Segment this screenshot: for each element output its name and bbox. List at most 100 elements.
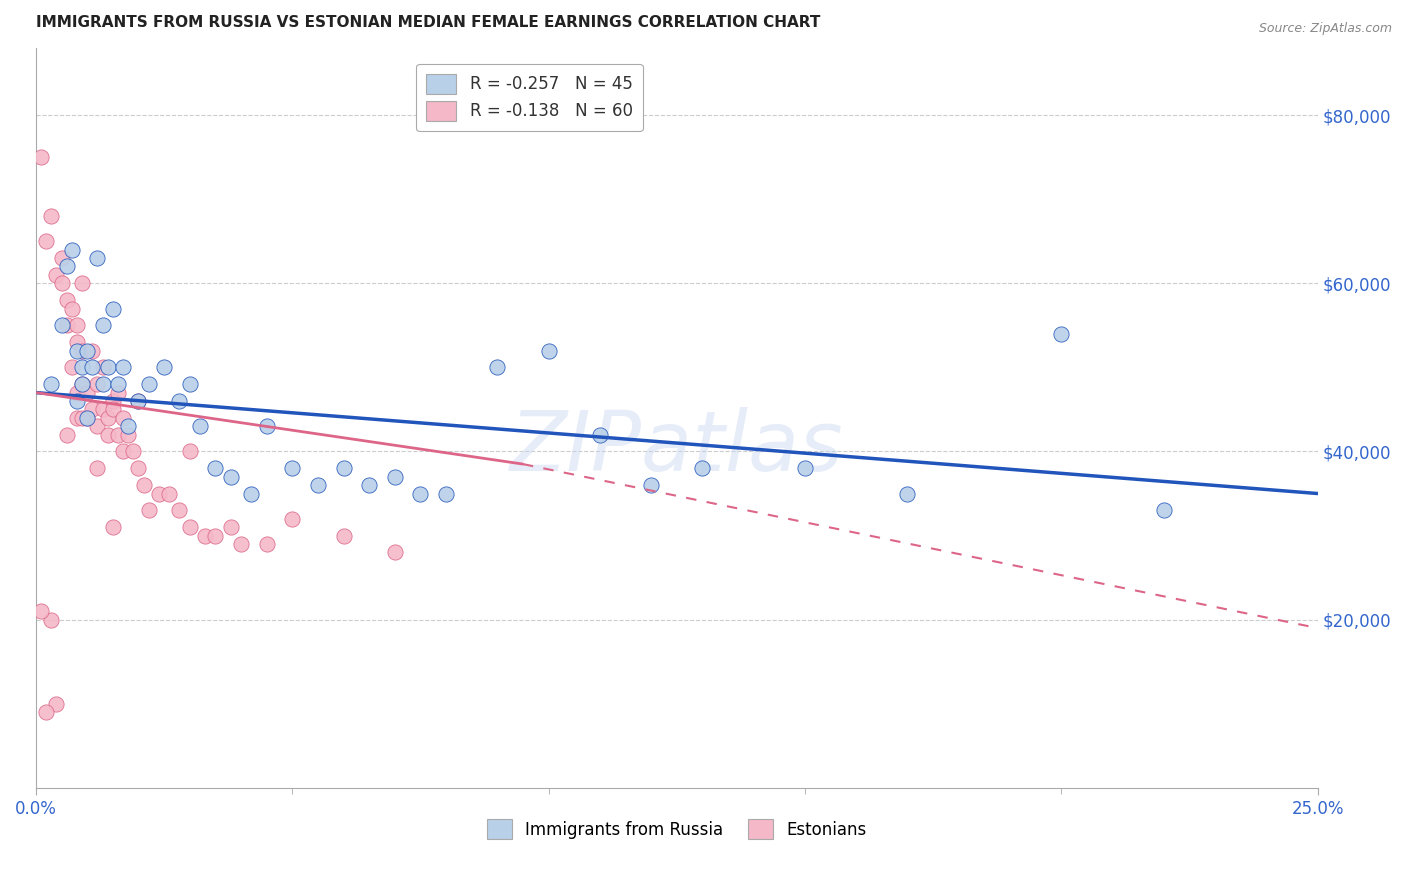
Point [91,318,114,333]
Point [204,528,226,542]
Point [86,461,108,475]
Point [384,469,406,483]
Point [60,243,83,257]
Point [91,402,114,417]
Point [219,520,242,534]
Point [194,528,217,542]
Point [66,343,89,358]
Point [60,360,83,375]
Point [91,360,114,375]
Point [169,394,191,409]
Point [101,402,124,417]
Point [39,209,62,223]
Point [66,394,89,409]
Point [70,377,93,392]
Point [76,410,98,425]
Point [307,478,329,492]
Point [107,427,129,442]
Point [132,478,155,492]
Point [256,419,278,434]
Point [39,613,62,627]
Point [896,486,918,500]
Point [45,268,67,282]
Point [55,260,77,274]
Point [127,394,149,409]
Point [30,604,52,618]
Point [82,402,104,417]
Point [70,410,93,425]
Point [188,419,211,434]
Point [332,461,354,475]
Point [76,343,98,358]
Point [70,377,93,392]
Point [219,469,242,483]
Point [55,293,77,307]
Point [60,301,83,316]
Point [91,377,114,392]
Point [384,545,406,559]
Point [86,377,108,392]
Point [281,461,304,475]
Point [240,486,263,500]
Point [35,234,58,248]
Legend: Immigrants from Russia, Estonians: Immigrants from Russia, Estonians [479,813,873,847]
Point [169,503,191,517]
Point [332,528,354,542]
Point [122,444,145,458]
Point [76,410,98,425]
Point [101,301,124,316]
Point [112,360,135,375]
Point [70,277,93,291]
Point [157,486,180,500]
Point [138,377,160,392]
Point [66,335,89,350]
Point [153,360,176,375]
Point [138,503,160,517]
Point [97,360,120,375]
Point [51,318,73,333]
Point [70,343,93,358]
Point [179,520,201,534]
Text: IMMIGRANTS FROM RUSSIA VS ESTONIAN MEDIAN FEMALE EARNINGS CORRELATION CHART: IMMIGRANTS FROM RUSSIA VS ESTONIAN MEDIA… [37,15,820,30]
Point [39,377,62,392]
Point [66,385,89,400]
Point [101,520,124,534]
Point [148,486,170,500]
Point [640,478,662,492]
Point [692,461,714,475]
Point [112,444,135,458]
Point [97,427,120,442]
Point [589,427,612,442]
Point [66,318,89,333]
Point [204,461,226,475]
Point [537,343,560,358]
Point [97,410,120,425]
Point [86,419,108,434]
Point [76,385,98,400]
Point [55,427,77,442]
Point [51,251,73,265]
Point [409,486,432,500]
Point [107,385,129,400]
Point [127,461,149,475]
Point [486,360,509,375]
Point [30,150,52,164]
Point [127,394,149,409]
Point [793,461,815,475]
Point [70,360,93,375]
Point [281,512,304,526]
Point [51,277,73,291]
Point [35,705,58,719]
Point [101,394,124,409]
Point [256,537,278,551]
Point [1153,503,1175,517]
Point [86,251,108,265]
Point [359,478,381,492]
Text: Source: ZipAtlas.com: Source: ZipAtlas.com [1258,22,1392,36]
Point [229,537,252,551]
Point [107,377,129,392]
Point [179,444,201,458]
Point [112,410,135,425]
Point [55,318,77,333]
Point [117,419,139,434]
